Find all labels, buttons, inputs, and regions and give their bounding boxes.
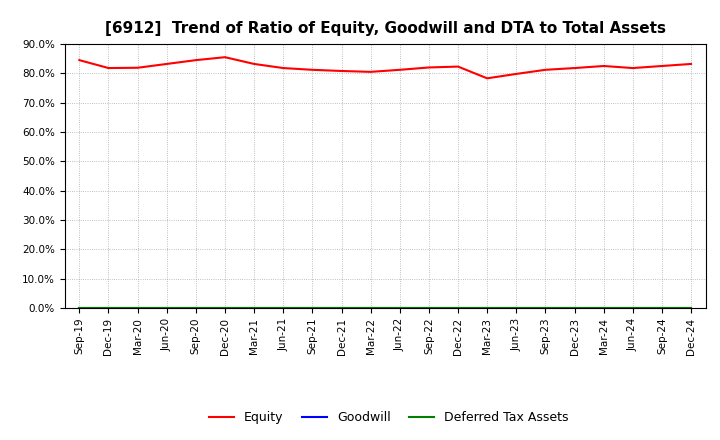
Goodwill <box>192 305 200 311</box>
Equity <box>163 61 171 66</box>
Equity <box>629 66 637 71</box>
Deferred Tax Assets <box>75 305 84 311</box>
Goodwill <box>308 305 317 311</box>
Equity <box>279 66 287 71</box>
Goodwill <box>454 305 462 311</box>
Goodwill <box>133 305 142 311</box>
Deferred Tax Assets <box>629 305 637 311</box>
Equity <box>192 58 200 63</box>
Deferred Tax Assets <box>104 305 113 311</box>
Deferred Tax Assets <box>133 305 142 311</box>
Equity <box>220 55 229 60</box>
Equity <box>104 66 113 71</box>
Deferred Tax Assets <box>570 305 579 311</box>
Equity <box>337 68 346 73</box>
Goodwill <box>250 305 258 311</box>
Goodwill <box>366 305 375 311</box>
Goodwill <box>629 305 637 311</box>
Equity <box>454 64 462 69</box>
Goodwill <box>395 305 404 311</box>
Equity <box>395 67 404 73</box>
Goodwill <box>512 305 521 311</box>
Equity <box>366 69 375 74</box>
Equity <box>657 63 666 69</box>
Equity <box>133 65 142 70</box>
Goodwill <box>599 305 608 311</box>
Deferred Tax Assets <box>395 305 404 311</box>
Equity <box>512 71 521 77</box>
Deferred Tax Assets <box>337 305 346 311</box>
Deferred Tax Assets <box>454 305 462 311</box>
Deferred Tax Assets <box>512 305 521 311</box>
Deferred Tax Assets <box>541 305 550 311</box>
Goodwill <box>687 305 696 311</box>
Goodwill <box>337 305 346 311</box>
Deferred Tax Assets <box>220 305 229 311</box>
Goodwill <box>541 305 550 311</box>
Deferred Tax Assets <box>163 305 171 311</box>
Equity <box>599 63 608 69</box>
Deferred Tax Assets <box>250 305 258 311</box>
Deferred Tax Assets <box>308 305 317 311</box>
Deferred Tax Assets <box>366 305 375 311</box>
Equity <box>250 61 258 66</box>
Deferred Tax Assets <box>483 305 492 311</box>
Legend: Equity, Goodwill, Deferred Tax Assets: Equity, Goodwill, Deferred Tax Assets <box>204 407 574 429</box>
Goodwill <box>104 305 113 311</box>
Goodwill <box>279 305 287 311</box>
Goodwill <box>657 305 666 311</box>
Goodwill <box>425 305 433 311</box>
Title: [6912]  Trend of Ratio of Equity, Goodwill and DTA to Total Assets: [6912] Trend of Ratio of Equity, Goodwil… <box>104 21 666 36</box>
Goodwill <box>570 305 579 311</box>
Equity <box>425 65 433 70</box>
Equity <box>570 66 579 71</box>
Equity <box>483 76 492 81</box>
Line: Equity: Equity <box>79 57 691 78</box>
Equity <box>75 58 84 63</box>
Deferred Tax Assets <box>425 305 433 311</box>
Goodwill <box>220 305 229 311</box>
Deferred Tax Assets <box>687 305 696 311</box>
Goodwill <box>75 305 84 311</box>
Deferred Tax Assets <box>599 305 608 311</box>
Goodwill <box>163 305 171 311</box>
Equity <box>541 67 550 73</box>
Deferred Tax Assets <box>192 305 200 311</box>
Equity <box>687 61 696 66</box>
Equity <box>308 67 317 73</box>
Deferred Tax Assets <box>657 305 666 311</box>
Goodwill <box>483 305 492 311</box>
Deferred Tax Assets <box>279 305 287 311</box>
